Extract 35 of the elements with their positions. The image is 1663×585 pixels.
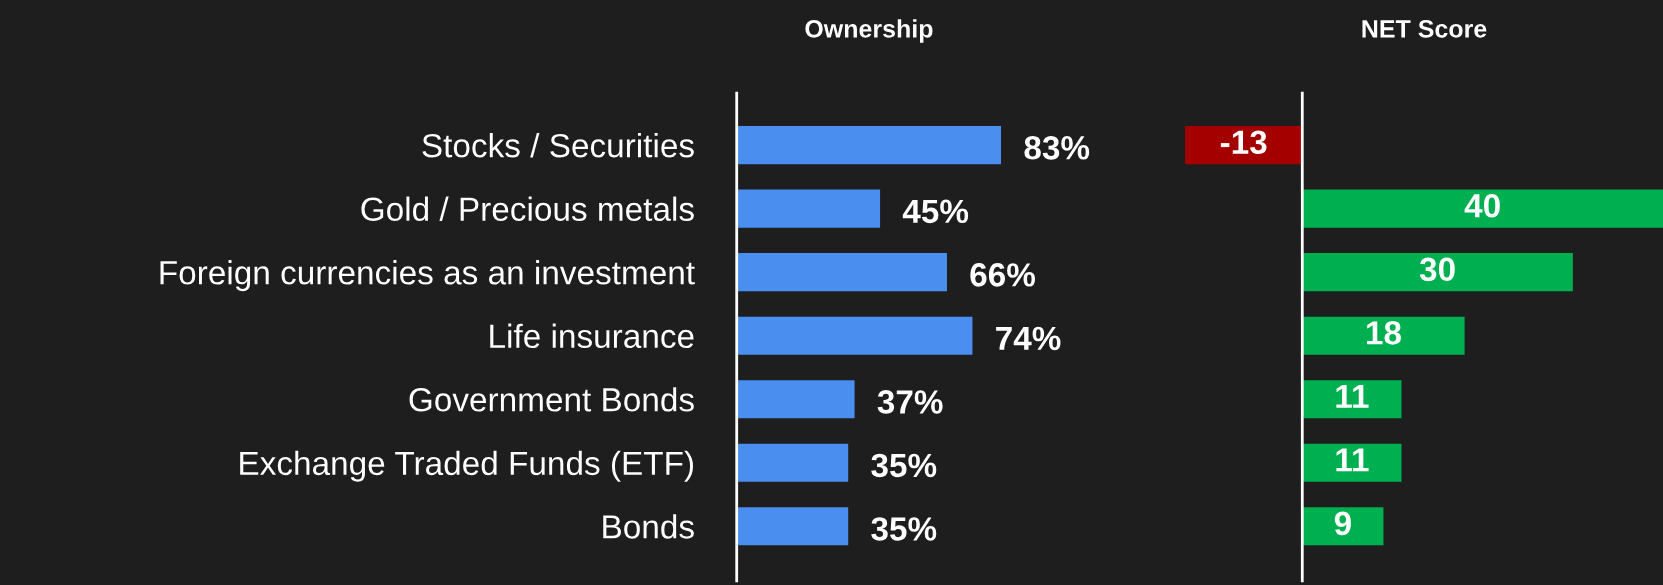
bar (736, 126, 1002, 165)
bar (736, 443, 849, 482)
data-label: 11 (1336, 384, 1369, 408)
bar (1302, 253, 1573, 292)
data-label: 37% (877, 390, 943, 414)
data-label: 66% (970, 263, 1036, 287)
data-label: 35% (871, 517, 937, 541)
bar (1302, 507, 1384, 546)
data-label: 40 (1464, 193, 1500, 218)
y-tick-label: Foreign currencies as an investment (160, 260, 695, 292)
bar (736, 316, 973, 355)
bar (1302, 316, 1465, 355)
bar (736, 253, 947, 292)
y-tick-label: Exchange Traded Funds (ETF) (240, 450, 694, 482)
data-label: -13 (1220, 130, 1267, 155)
y-tick-label: Life insurance (490, 323, 694, 349)
bar (736, 507, 849, 546)
data-label: 83% (1024, 136, 1090, 160)
y-tick-label: Bonds (603, 514, 694, 539)
data-label: 35% (871, 453, 937, 478)
y-tick-label: Government Bonds (409, 387, 694, 412)
y-tick-label: Gold / Precious metals (361, 196, 694, 222)
chart-title: Ownership (805, 19, 933, 43)
bar (1302, 189, 1663, 228)
data-label: 18 (1367, 321, 1401, 345)
y-tick-label: Stocks / Securities (422, 133, 694, 158)
data-label: 9 (1334, 511, 1351, 536)
data-label: 45% (902, 199, 969, 224)
data-label: 30 (1419, 257, 1455, 282)
data-label: 74% (996, 326, 1061, 351)
data-label: 11 (1336, 448, 1369, 472)
chart-title: NET Score (1362, 20, 1487, 38)
bar (1185, 126, 1303, 165)
bar (736, 189, 881, 228)
bar (736, 380, 855, 419)
